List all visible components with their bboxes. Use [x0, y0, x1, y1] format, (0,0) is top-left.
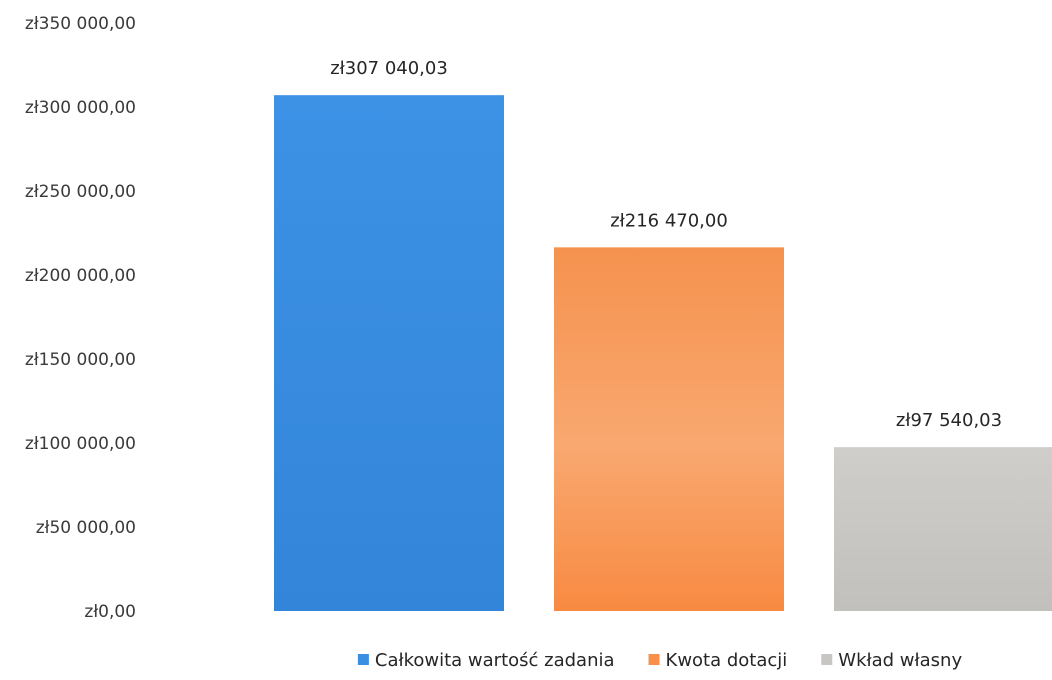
y-tick-label: zł0,00 [84, 602, 136, 622]
legend-swatch [648, 654, 660, 665]
legend-item-3: Wkład własny [821, 650, 962, 671]
legend-swatch [821, 654, 833, 665]
data-label-3: zł97 540,03 [896, 410, 1002, 431]
legend-item-2: Kwota dotacji [648, 650, 788, 671]
y-tick-label: zł350 000,00 [25, 14, 136, 34]
legend-swatch [357, 654, 369, 665]
y-tick-label: zł150 000,00 [25, 350, 136, 370]
bar-3 [834, 447, 1052, 611]
data-label-2: zł216 470,00 [610, 210, 728, 231]
bar-1 [274, 95, 504, 612]
bar-2 [554, 247, 784, 612]
legend: Całkowita wartość zadania Kwota dotacji Wk… [357, 650, 962, 671]
y-tick-label: zł250 000,00 [25, 182, 136, 202]
bars-group [274, 95, 1052, 612]
legend-label: Wkład własny [838, 650, 962, 671]
y-tick-label: zł300 000,00 [25, 98, 136, 118]
legend-item-1: Całkowita wartość zadania [357, 650, 615, 671]
y-tick-label: zł100 000,00 [25, 434, 136, 454]
data-labels-group: zł307 040,03 zł216 470,00 zł97 540,03 [330, 58, 1002, 431]
y-tick-label: zł50 000,00 [36, 518, 136, 538]
y-axis: zł0,00 zł50 000,00 zł100 000,00 zł150 000,0… [25, 14, 136, 622]
y-tick-label: zł200 000,00 [25, 266, 136, 286]
legend-label: Kwota dotacji [666, 650, 788, 671]
data-label-1: zł307 040,03 [330, 58, 448, 79]
legend-label: Całkowita wartość zadania [375, 650, 615, 671]
